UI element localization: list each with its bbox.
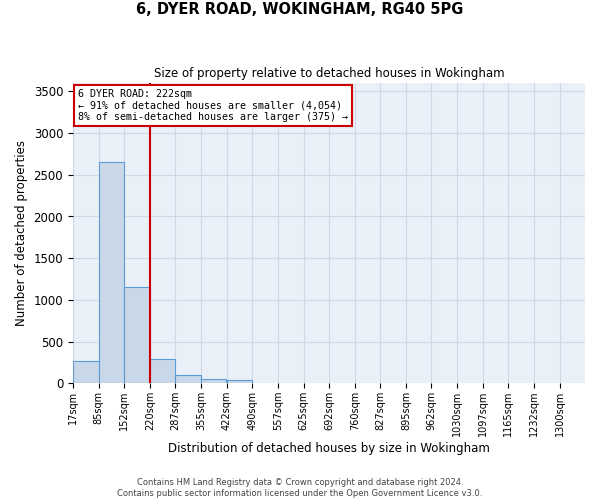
Bar	[201, 378, 226, 384]
Bar	[150, 359, 175, 384]
Bar	[124, 288, 150, 384]
Text: Contains HM Land Registry data © Crown copyright and database right 2024.
Contai: Contains HM Land Registry data © Crown c…	[118, 478, 482, 498]
Text: 6 DYER ROAD: 222sqm
← 91% of detached houses are smaller (4,054)
8% of semi-deta: 6 DYER ROAD: 222sqm ← 91% of detached ho…	[78, 89, 348, 122]
Bar	[73, 361, 98, 384]
Bar	[175, 376, 201, 384]
Title: Size of property relative to detached houses in Wokingham: Size of property relative to detached ho…	[154, 68, 504, 80]
Bar	[227, 380, 252, 384]
Bar	[99, 162, 124, 384]
Text: 6, DYER ROAD, WOKINGHAM, RG40 5PG: 6, DYER ROAD, WOKINGHAM, RG40 5PG	[136, 2, 464, 18]
X-axis label: Distribution of detached houses by size in Wokingham: Distribution of detached houses by size …	[168, 442, 490, 455]
Y-axis label: Number of detached properties: Number of detached properties	[15, 140, 28, 326]
